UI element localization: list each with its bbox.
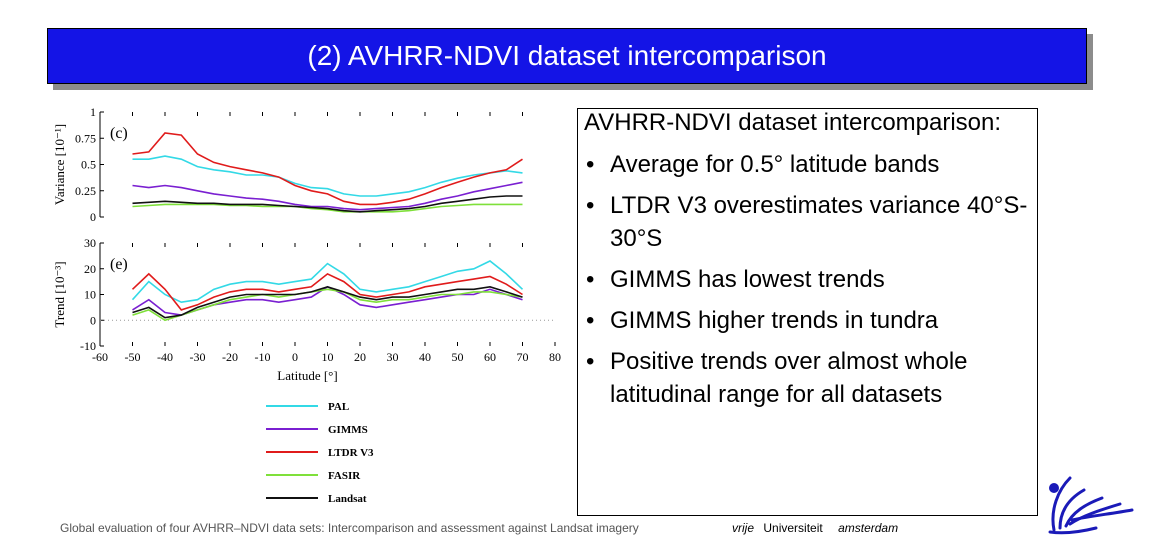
- series-line-pal: [132, 155, 523, 197]
- series-line-landsat: [132, 285, 523, 319]
- legend-label: FASIR: [328, 470, 361, 482]
- x-axis: -60 -50 -40 -30 -20 -10 0 10 20 30 40 50 60 70 80 Latit…: [92, 342, 561, 383]
- bullet-text: LTDR V3 overestimates variance 40°S-30°S: [610, 192, 1028, 252]
- y-tick-label: 0: [90, 210, 96, 224]
- series-line-ltdr-v3: [131, 272, 523, 311]
- series-line-fasir: [132, 203, 523, 213]
- bullet-text: Average for 0.5° latitude bands: [610, 151, 940, 178]
- bullet-list: • Average for 0.5° latitude bands • LTDR V…: [584, 148, 1034, 419]
- x-tick-label: -50: [125, 350, 141, 364]
- x-tick-label: 70: [517, 350, 529, 364]
- legend-label: GIMMS: [328, 424, 368, 436]
- series-line-fasir: [132, 288, 523, 322]
- y-axis-label: Variance [10⁻¹]: [52, 124, 67, 205]
- x-tick-label: -30: [190, 350, 206, 364]
- bullet-dot: •: [586, 192, 595, 219]
- x-tick-label: -10: [255, 350, 271, 364]
- x-tick-label: -40: [157, 350, 173, 364]
- trend-panel: -10 0 10 20 30 Trend [10⁻³] (e): [52, 236, 555, 353]
- university-word-vrije: vrije: [732, 521, 755, 535]
- y-tick-label: 1: [90, 105, 96, 119]
- bullet-text: GIMMS higher trends in tundra: [610, 307, 939, 334]
- legend-label: PAL: [328, 401, 349, 413]
- x-tick-label: 30: [387, 350, 399, 364]
- x-tick-label: 80: [549, 350, 561, 364]
- bullet-item: • LTDR V3 overestimates variance 40°S-30°…: [584, 189, 1034, 255]
- figure-chart: 0 0.25 0.5 0.75 1 Variance [10⁻¹] (c) -10 0 10 20…: [52, 105, 561, 505]
- bullet-dot: •: [586, 151, 595, 178]
- x-tick-label: 50: [452, 350, 464, 364]
- variance-panel: 0 0.25 0.5 0.75 1 Variance [10⁻¹] (c): [52, 105, 523, 224]
- y-tick-label: -10: [80, 339, 96, 353]
- x-axis-label: Latitude [°]: [277, 368, 337, 383]
- bullet-text: Positive trends over almost whole latitu…: [610, 348, 968, 408]
- y-axis-label: Trend [10⁻³]: [52, 261, 67, 327]
- x-tick-label: 10: [322, 350, 334, 364]
- panel-label: (c): [110, 125, 128, 142]
- legend-label: Landsat: [328, 493, 367, 505]
- x-tick-label: 0: [292, 350, 298, 364]
- series-line-ltdr-v3: [132, 132, 523, 206]
- bullet-text: GIMMS has lowest trends: [610, 266, 885, 293]
- y-tick-label: 10: [84, 288, 96, 302]
- x-tick-label: 40: [419, 350, 431, 364]
- x-tick-label: 20: [354, 350, 366, 364]
- bullet-item: • Average for 0.5° latitude bands: [584, 148, 1034, 181]
- bullet-item: • GIMMS has lowest trends: [584, 263, 1034, 296]
- bullet-dot: •: [586, 266, 595, 293]
- bullet-dot: •: [586, 348, 595, 375]
- footer-citation: Global evaluation of four AVHRR–NDVI dat…: [60, 521, 639, 535]
- university-word-amsterdam: amsterdam: [838, 521, 899, 535]
- university-word-universiteit: Universiteit: [763, 521, 823, 535]
- bullet-dot: •: [586, 307, 595, 334]
- y-tick-label: 20: [84, 262, 96, 276]
- bullet-item: • Positive trends over almost whole latit…: [584, 345, 1034, 411]
- x-tick-label: -20: [222, 350, 238, 364]
- y-tick-label: 0: [90, 313, 96, 327]
- text-box: [577, 108, 1038, 516]
- chart-legend: PAL GIMMS LTDR V3 FASIR Landsat: [266, 401, 374, 505]
- y-tick-label: 0.75: [75, 131, 96, 145]
- university-name: vrije Universiteit amsterdam: [732, 521, 904, 535]
- bullet-item: • GIMMS higher trends in tundra: [584, 304, 1034, 337]
- slide-title: (2) AVHRR-NDVI dataset intercomparison: [307, 40, 827, 71]
- x-tick-label: 60: [484, 350, 496, 364]
- panel-label: (e): [110, 256, 128, 273]
- griffin-logo-icon: [1048, 476, 1134, 535]
- title-bar: (2) AVHRR-NDVI dataset intercomparison: [47, 28, 1087, 84]
- y-tick-label: 0.5: [81, 158, 96, 172]
- legend-label: LTDR V3: [328, 447, 374, 459]
- x-tick-label: -60: [92, 350, 108, 364]
- y-tick-label: 0.25: [75, 184, 96, 198]
- series-line-landsat: [132, 195, 523, 213]
- series-line-gimms: [132, 181, 523, 211]
- y-tick-label: 30: [84, 236, 96, 250]
- bullet-heading: AVHRR-NDVI dataset intercomparison:: [584, 109, 1002, 136]
- series-line-pal: [131, 260, 524, 304]
